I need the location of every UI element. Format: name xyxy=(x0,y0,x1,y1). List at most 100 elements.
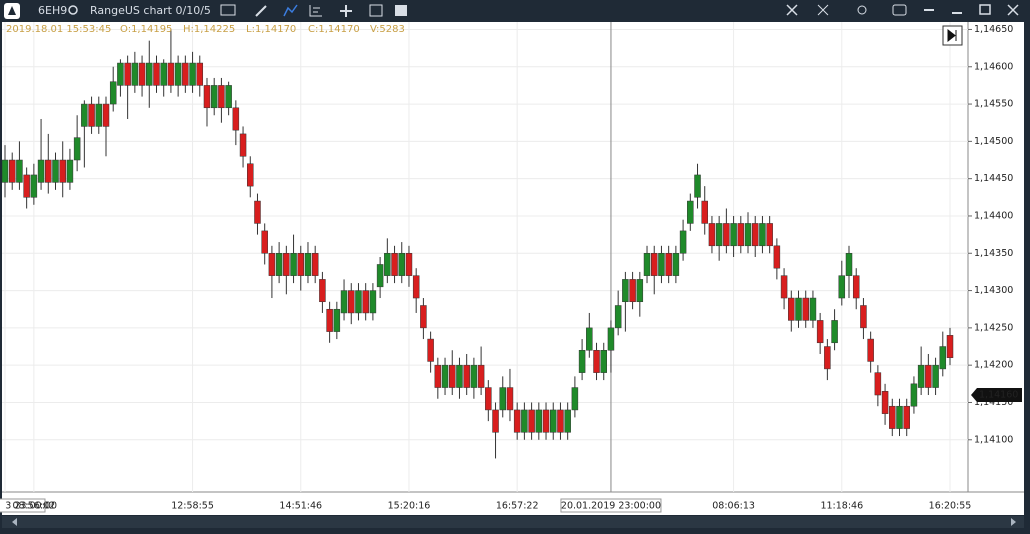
candle-body xyxy=(715,223,723,247)
indicator-icon[interactable] xyxy=(283,4,298,17)
candle-body xyxy=(261,230,268,254)
candle-body xyxy=(340,290,348,314)
y-tick-label: 1,14450 xyxy=(974,173,1013,184)
candle-body xyxy=(513,409,521,433)
candle-body xyxy=(420,305,427,329)
candle-body xyxy=(946,335,954,358)
candle-body xyxy=(571,387,579,411)
panels-icon[interactable] xyxy=(309,5,322,17)
candle-body xyxy=(506,387,514,411)
candle-body xyxy=(629,279,636,303)
candle-body xyxy=(773,245,781,269)
draw-icon[interactable] xyxy=(255,5,267,17)
y-tick-label: 1,14500 xyxy=(974,136,1013,147)
candle-body xyxy=(449,364,456,388)
camera-icon[interactable] xyxy=(892,4,907,16)
candle-body xyxy=(614,305,622,329)
cross-icon[interactable] xyxy=(817,4,829,16)
link-icon[interactable] xyxy=(857,5,867,15)
candle-body xyxy=(925,364,932,388)
search-icon[interactable] xyxy=(68,5,78,15)
x-tick-label: 08:56:02 xyxy=(13,501,56,512)
candle-body xyxy=(896,405,903,429)
y-tick-label: 1,14100 xyxy=(974,434,1013,445)
candle-body xyxy=(247,163,254,187)
candle-body xyxy=(622,279,629,303)
candle-body xyxy=(932,364,939,388)
candle-body xyxy=(196,62,204,86)
candle-body xyxy=(852,275,860,299)
candle-body xyxy=(528,409,535,433)
candle-body xyxy=(751,223,759,247)
info-close: C:1,14170 xyxy=(308,24,360,35)
window-icon[interactable] xyxy=(369,4,383,17)
candle-body xyxy=(867,338,874,362)
x-tick-label: 16:57:22 xyxy=(496,501,539,512)
candle-body xyxy=(398,253,406,276)
candle-body xyxy=(434,364,442,388)
candle-body xyxy=(650,253,658,276)
candle-body xyxy=(210,85,218,109)
close[interactable] xyxy=(1007,4,1019,16)
candle-body xyxy=(109,81,117,105)
y-tick-label: 1,14600 xyxy=(974,61,1013,72)
x-tick-label: 15:20:16 xyxy=(388,501,431,512)
candle-body xyxy=(117,62,124,86)
candle-body xyxy=(66,159,74,183)
candle-body xyxy=(362,290,369,314)
candle-body xyxy=(290,253,297,276)
maximize[interactable] xyxy=(979,4,991,15)
candle-body xyxy=(384,253,391,276)
candle-body xyxy=(239,133,247,157)
candle-body xyxy=(860,305,867,329)
scroll-to-end-icon xyxy=(947,28,957,43)
candle-body xyxy=(37,159,45,183)
info-volume: V:5283 xyxy=(370,24,405,35)
candle-body xyxy=(795,297,802,321)
y-tick-label: 1,14400 xyxy=(974,210,1013,221)
candle-body xyxy=(95,103,103,127)
y-tick-label: 1,14350 xyxy=(974,248,1013,259)
logo-mark xyxy=(8,6,16,15)
candle-body xyxy=(412,275,420,299)
candle-body xyxy=(658,253,665,276)
y-tick-label: 1,14300 xyxy=(974,285,1013,296)
candle-body xyxy=(838,275,846,299)
y-tick-label: 1,14200 xyxy=(974,360,1013,371)
candle-body xyxy=(81,103,88,127)
candle-body xyxy=(311,253,319,276)
add-icon[interactable] xyxy=(340,5,352,17)
info-open: O:1,14195 xyxy=(120,24,172,35)
candle-body xyxy=(326,308,333,332)
candle-body xyxy=(254,200,261,224)
scrollbar[interactable] xyxy=(2,516,1024,528)
candle-body xyxy=(593,350,600,373)
candle-body xyxy=(131,62,139,86)
layout-icon[interactable] xyxy=(395,5,407,16)
candle-body xyxy=(441,364,449,388)
candle-body xyxy=(182,62,189,86)
candle-body xyxy=(102,103,110,127)
candle-body xyxy=(427,338,434,362)
candle-body xyxy=(463,364,470,388)
candle-body xyxy=(737,223,745,247)
candle-body xyxy=(521,409,528,433)
plot xyxy=(2,29,954,459)
x-tick-label: 08:06:13 xyxy=(712,501,755,512)
candle-body xyxy=(701,200,708,224)
candle-body xyxy=(73,137,81,161)
candle-body xyxy=(16,159,23,183)
tools-icon[interactable] xyxy=(786,4,798,16)
y-tick-label: 1,14150 xyxy=(974,397,1013,408)
candle-body xyxy=(8,159,16,183)
symbol[interactable]: 6EH9 xyxy=(38,4,67,17)
candle-body xyxy=(564,409,571,433)
candle-body xyxy=(766,223,773,247)
chart-name[interactable]: RangeUS chart 0/10/5 xyxy=(90,4,211,17)
candle-body xyxy=(376,264,384,288)
candle-body xyxy=(2,159,9,183)
candle-body xyxy=(232,107,240,131)
candle-body xyxy=(694,174,701,198)
template-icon[interactable] xyxy=(220,4,236,16)
